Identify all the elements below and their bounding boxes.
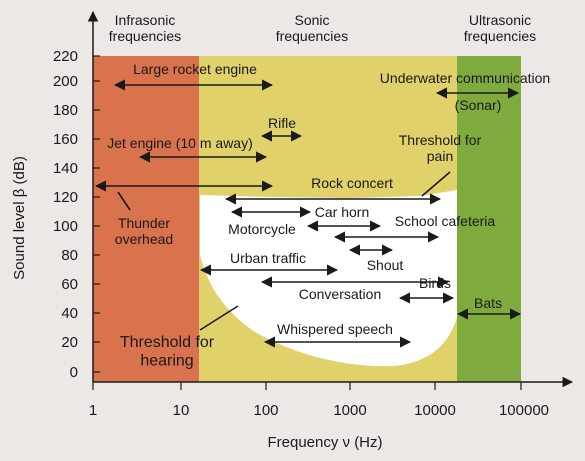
label-urban-traffic: Urban traffic	[230, 250, 306, 266]
y-tick-label: 140	[53, 160, 78, 177]
x-tick-label: 1	[89, 402, 97, 419]
y-tick-label: 160	[53, 131, 78, 148]
label-large-rocket-engine: Large rocket engine	[133, 61, 257, 77]
leader-thunder	[117, 191, 131, 211]
label-bats: Bats	[474, 295, 502, 311]
label-underwater-communication: Underwater communication	[380, 70, 550, 86]
y-axis-ticks	[93, 55, 100, 373]
label-shout: Shout	[367, 257, 404, 273]
y-tick-label: 80	[61, 247, 78, 264]
label-conversation: Conversation	[299, 286, 382, 302]
y-tick-label: 200	[53, 73, 78, 90]
label-sonar: (Sonar)	[455, 97, 502, 113]
y-axis-title: Sound level β (dB)	[11, 156, 28, 280]
x-tick-label: 1000	[333, 402, 366, 419]
x-tick-label: 100	[253, 402, 278, 419]
region-header-sonic: Sonic frequencies	[276, 12, 348, 44]
y-tick-label: 0	[70, 364, 78, 381]
leader-threshold-hearing	[199, 305, 239, 331]
y-tick-label: 180	[53, 102, 78, 119]
y-tick-label: 20	[61, 334, 78, 351]
label-jet-engine: Jet engine (10 m away)	[107, 135, 253, 151]
label-motorcycle: Motorcycle	[228, 221, 296, 237]
infrasonic-region	[93, 56, 199, 382]
x-axis-title: Frequency ν (Hz)	[267, 434, 382, 451]
y-tick-label: 60	[61, 276, 78, 293]
y-tick-label: 220	[53, 48, 78, 65]
label-thunder-overhead: Thunder overhead	[115, 215, 173, 247]
x-axis-ticks	[92, 382, 522, 390]
label-threshold-pain: Threshold for pain	[399, 132, 482, 164]
label-threshold-hearing: Threshold for hearing	[120, 334, 215, 369]
x-tick-label: 10	[173, 402, 190, 419]
y-tick-label: 100	[53, 218, 78, 235]
label-rock-concert: Rock concert	[311, 175, 393, 191]
region-header-infrasonic: Infrasonic frequencies	[109, 12, 181, 44]
label-rifle: Rifle	[268, 115, 296, 131]
y-tick-label: 40	[61, 305, 78, 322]
label-school-cafeteria: School cafeteria	[395, 213, 496, 229]
leader-threshold-pain	[421, 171, 451, 197]
label-whispered-speech: Whispered speech	[277, 321, 393, 337]
x-tick-label: 100000	[499, 402, 549, 419]
label-car-horn: Car horn	[315, 204, 369, 220]
y-tick-label: 120	[53, 189, 78, 206]
ultrasonic-region	[457, 56, 521, 382]
label-birds: Birds	[419, 275, 451, 291]
source-arrows	[94, 79, 522, 348]
region-header-ultrasonic: Ultrasonic frequencies	[464, 12, 536, 44]
x-tick-label: 10000	[414, 402, 456, 419]
